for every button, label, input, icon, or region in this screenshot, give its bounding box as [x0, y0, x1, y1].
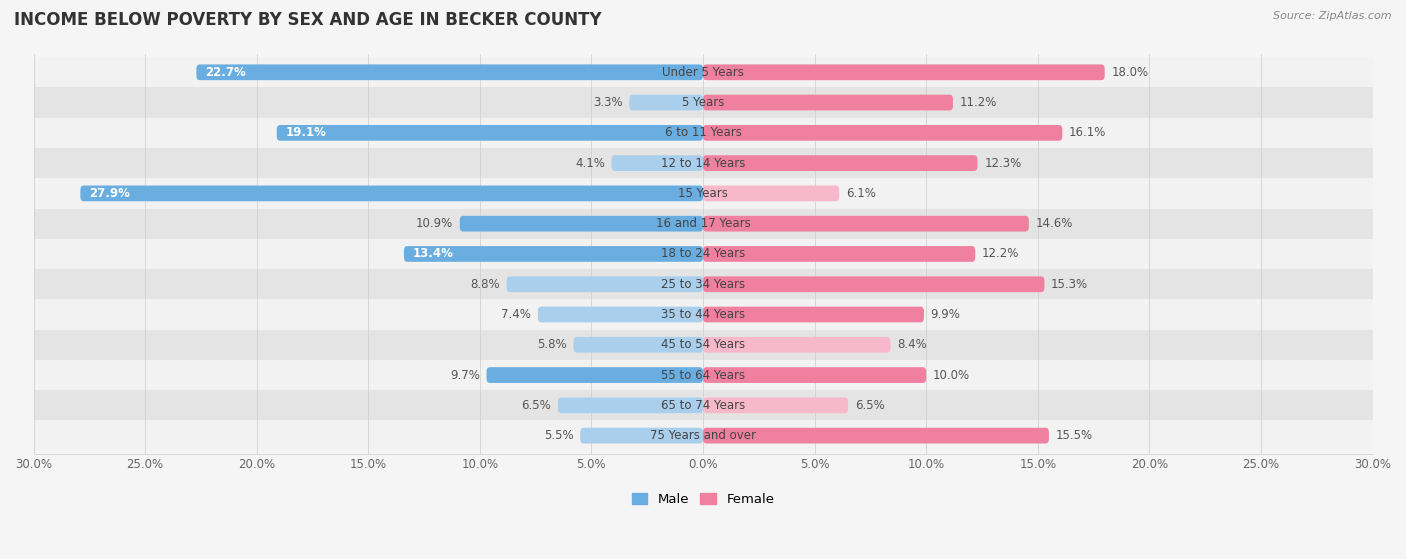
- Text: 65 to 74 Years: 65 to 74 Years: [661, 399, 745, 412]
- FancyBboxPatch shape: [506, 276, 703, 292]
- FancyBboxPatch shape: [703, 337, 890, 353]
- Text: Source: ZipAtlas.com: Source: ZipAtlas.com: [1274, 11, 1392, 21]
- Text: 18.0%: 18.0%: [1111, 66, 1149, 79]
- Text: 8.8%: 8.8%: [470, 278, 501, 291]
- Text: 8.4%: 8.4%: [897, 338, 927, 351]
- FancyBboxPatch shape: [703, 216, 1029, 231]
- FancyBboxPatch shape: [630, 94, 703, 111]
- Text: 6.5%: 6.5%: [522, 399, 551, 412]
- Bar: [34, 390, 1372, 420]
- FancyBboxPatch shape: [538, 307, 703, 323]
- Text: 5.5%: 5.5%: [544, 429, 574, 442]
- Text: 55 to 64 Years: 55 to 64 Years: [661, 368, 745, 382]
- Bar: [34, 239, 1372, 269]
- Text: 13.4%: 13.4%: [413, 248, 454, 260]
- Bar: [34, 87, 1372, 118]
- Text: 35 to 44 Years: 35 to 44 Years: [661, 308, 745, 321]
- Text: 7.4%: 7.4%: [502, 308, 531, 321]
- FancyBboxPatch shape: [703, 367, 927, 383]
- Text: 27.9%: 27.9%: [90, 187, 131, 200]
- Text: 11.2%: 11.2%: [960, 96, 997, 109]
- Text: 15.3%: 15.3%: [1052, 278, 1088, 291]
- Text: 5.8%: 5.8%: [537, 338, 567, 351]
- Text: 22.7%: 22.7%: [205, 66, 246, 79]
- Bar: [34, 209, 1372, 239]
- Text: 9.7%: 9.7%: [450, 368, 479, 382]
- Text: 15 Years: 15 Years: [678, 187, 728, 200]
- FancyBboxPatch shape: [703, 186, 839, 201]
- Text: 16 and 17 Years: 16 and 17 Years: [655, 217, 751, 230]
- FancyBboxPatch shape: [197, 64, 703, 80]
- Text: 12.2%: 12.2%: [981, 248, 1019, 260]
- Text: 6.1%: 6.1%: [846, 187, 876, 200]
- Text: 9.9%: 9.9%: [931, 308, 960, 321]
- FancyBboxPatch shape: [703, 94, 953, 111]
- Text: 12.3%: 12.3%: [984, 157, 1021, 169]
- FancyBboxPatch shape: [703, 307, 924, 323]
- FancyBboxPatch shape: [558, 397, 703, 413]
- Text: 16.1%: 16.1%: [1069, 126, 1107, 139]
- Text: 45 to 54 Years: 45 to 54 Years: [661, 338, 745, 351]
- FancyBboxPatch shape: [486, 367, 703, 383]
- Text: 25 to 34 Years: 25 to 34 Years: [661, 278, 745, 291]
- FancyBboxPatch shape: [703, 246, 976, 262]
- Text: 19.1%: 19.1%: [285, 126, 326, 139]
- Text: 6 to 11 Years: 6 to 11 Years: [665, 126, 741, 139]
- FancyBboxPatch shape: [80, 186, 703, 201]
- Bar: [34, 360, 1372, 390]
- Text: 10.0%: 10.0%: [932, 368, 970, 382]
- FancyBboxPatch shape: [460, 216, 703, 231]
- FancyBboxPatch shape: [581, 428, 703, 443]
- Text: 6.5%: 6.5%: [855, 399, 884, 412]
- FancyBboxPatch shape: [703, 276, 1045, 292]
- Bar: [34, 57, 1372, 87]
- Bar: [34, 420, 1372, 451]
- Text: 3.3%: 3.3%: [593, 96, 623, 109]
- FancyBboxPatch shape: [703, 397, 848, 413]
- Text: 5 Years: 5 Years: [682, 96, 724, 109]
- Text: Under 5 Years: Under 5 Years: [662, 66, 744, 79]
- Text: 14.6%: 14.6%: [1035, 217, 1073, 230]
- Text: INCOME BELOW POVERTY BY SEX AND AGE IN BECKER COUNTY: INCOME BELOW POVERTY BY SEX AND AGE IN B…: [14, 11, 602, 29]
- Text: 18 to 24 Years: 18 to 24 Years: [661, 248, 745, 260]
- FancyBboxPatch shape: [703, 64, 1105, 80]
- Bar: [34, 330, 1372, 360]
- Legend: Male, Female: Male, Female: [626, 487, 780, 511]
- Bar: [34, 300, 1372, 330]
- Text: 12 to 14 Years: 12 to 14 Years: [661, 157, 745, 169]
- FancyBboxPatch shape: [703, 125, 1063, 141]
- Text: 75 Years and over: 75 Years and over: [650, 429, 756, 442]
- FancyBboxPatch shape: [612, 155, 703, 171]
- Bar: [34, 178, 1372, 209]
- Text: 15.5%: 15.5%: [1056, 429, 1092, 442]
- FancyBboxPatch shape: [703, 155, 977, 171]
- FancyBboxPatch shape: [277, 125, 703, 141]
- Text: 10.9%: 10.9%: [416, 217, 453, 230]
- Bar: [34, 118, 1372, 148]
- Bar: [34, 269, 1372, 300]
- FancyBboxPatch shape: [574, 337, 703, 353]
- FancyBboxPatch shape: [404, 246, 703, 262]
- FancyBboxPatch shape: [703, 428, 1049, 443]
- Bar: [34, 148, 1372, 178]
- Text: 4.1%: 4.1%: [575, 157, 605, 169]
